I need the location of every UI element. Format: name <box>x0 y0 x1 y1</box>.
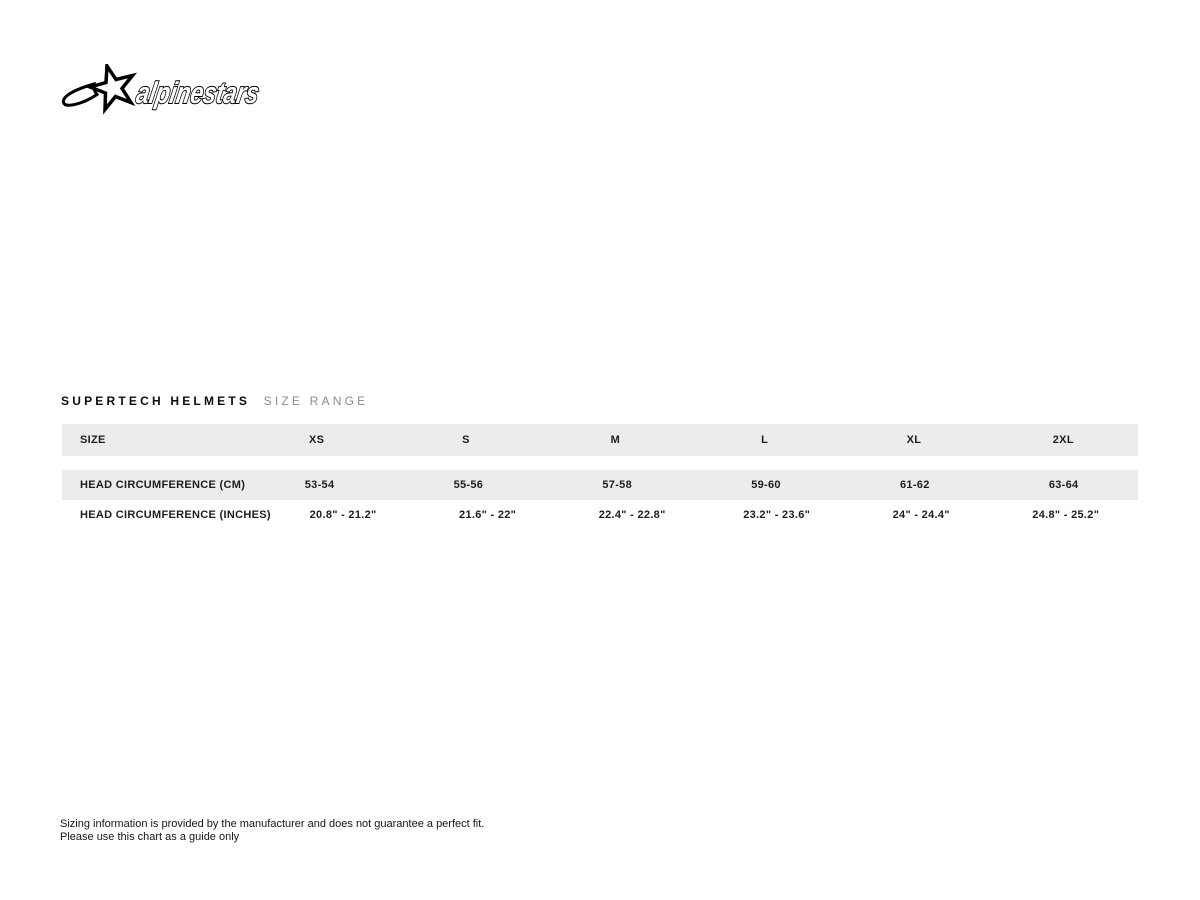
title-product: SUPERTECH HELMETS <box>61 394 251 408</box>
title-suffix: SIZE RANGE <box>263 394 369 408</box>
column-header-s: S <box>462 434 470 446</box>
row-label-cm: HEAD CIRCUMFERENCE (CM) <box>80 479 246 491</box>
table-row-inches: HEAD CIRCUMFERENCE (INCHES) 20.8" - 21.2… <box>62 500 1138 530</box>
cm-value-m: 57-58 <box>602 479 633 491</box>
disclaimer-line2: Please use this chart as a guide only <box>60 830 240 843</box>
logo-star-icon <box>84 60 138 115</box>
page-title: SUPERTECH HELMETS SIZE RANGE <box>61 394 368 408</box>
column-header-2xl: 2XL <box>1052 434 1074 446</box>
column-header-size: SIZE <box>80 434 106 446</box>
table-row-cm: HEAD CIRCUMFERENCE (CM) 53-54 55-56 57-5… <box>62 470 1138 500</box>
column-header-l: L <box>761 434 769 446</box>
table-header-row: SIZE XS S M L XL 2XL <box>62 424 1138 456</box>
inches-value-xl: 24" - 24.4" <box>892 509 950 521</box>
cm-value-xl: 61-62 <box>900 479 930 491</box>
cm-value-s: 55-56 <box>453 479 484 491</box>
logo-wordmark: alpinestars <box>134 77 262 110</box>
inches-value-s: 21.6" - 22" <box>459 509 517 521</box>
inches-value-l: 23.2" - 23.6" <box>743 509 811 521</box>
cm-value-l: 59-60 <box>751 479 781 491</box>
row-label-inches: HEAD CIRCUMFERENCE (INCHES) <box>80 509 271 521</box>
inches-value-2xl: 24.8" - 25.2" <box>1032 509 1100 521</box>
alpinestars-logo: alpinestars <box>58 60 263 116</box>
column-header-xs: XS <box>309 434 325 446</box>
inches-value-xs: 20.8" - 21.2" <box>309 509 377 521</box>
disclaimer-line1: Sizing information is provided by the ma… <box>60 818 485 830</box>
inches-value-m: 22.4" - 22.8" <box>598 509 666 521</box>
table-gap <box>62 456 1138 470</box>
alpinestars-logo-svg: alpinestars <box>61 60 263 115</box>
cm-value-2xl: 63-64 <box>1048 479 1079 491</box>
column-header-m: M <box>610 434 621 446</box>
disclaimer: Sizing information is provided by the ma… <box>60 818 484 843</box>
column-header-xl: XL <box>906 434 922 446</box>
cm-value-xs: 53-54 <box>304 479 335 491</box>
size-table: SIZE XS S M L XL 2XL HEAD CIRCUMFERENCE … <box>62 424 1138 530</box>
